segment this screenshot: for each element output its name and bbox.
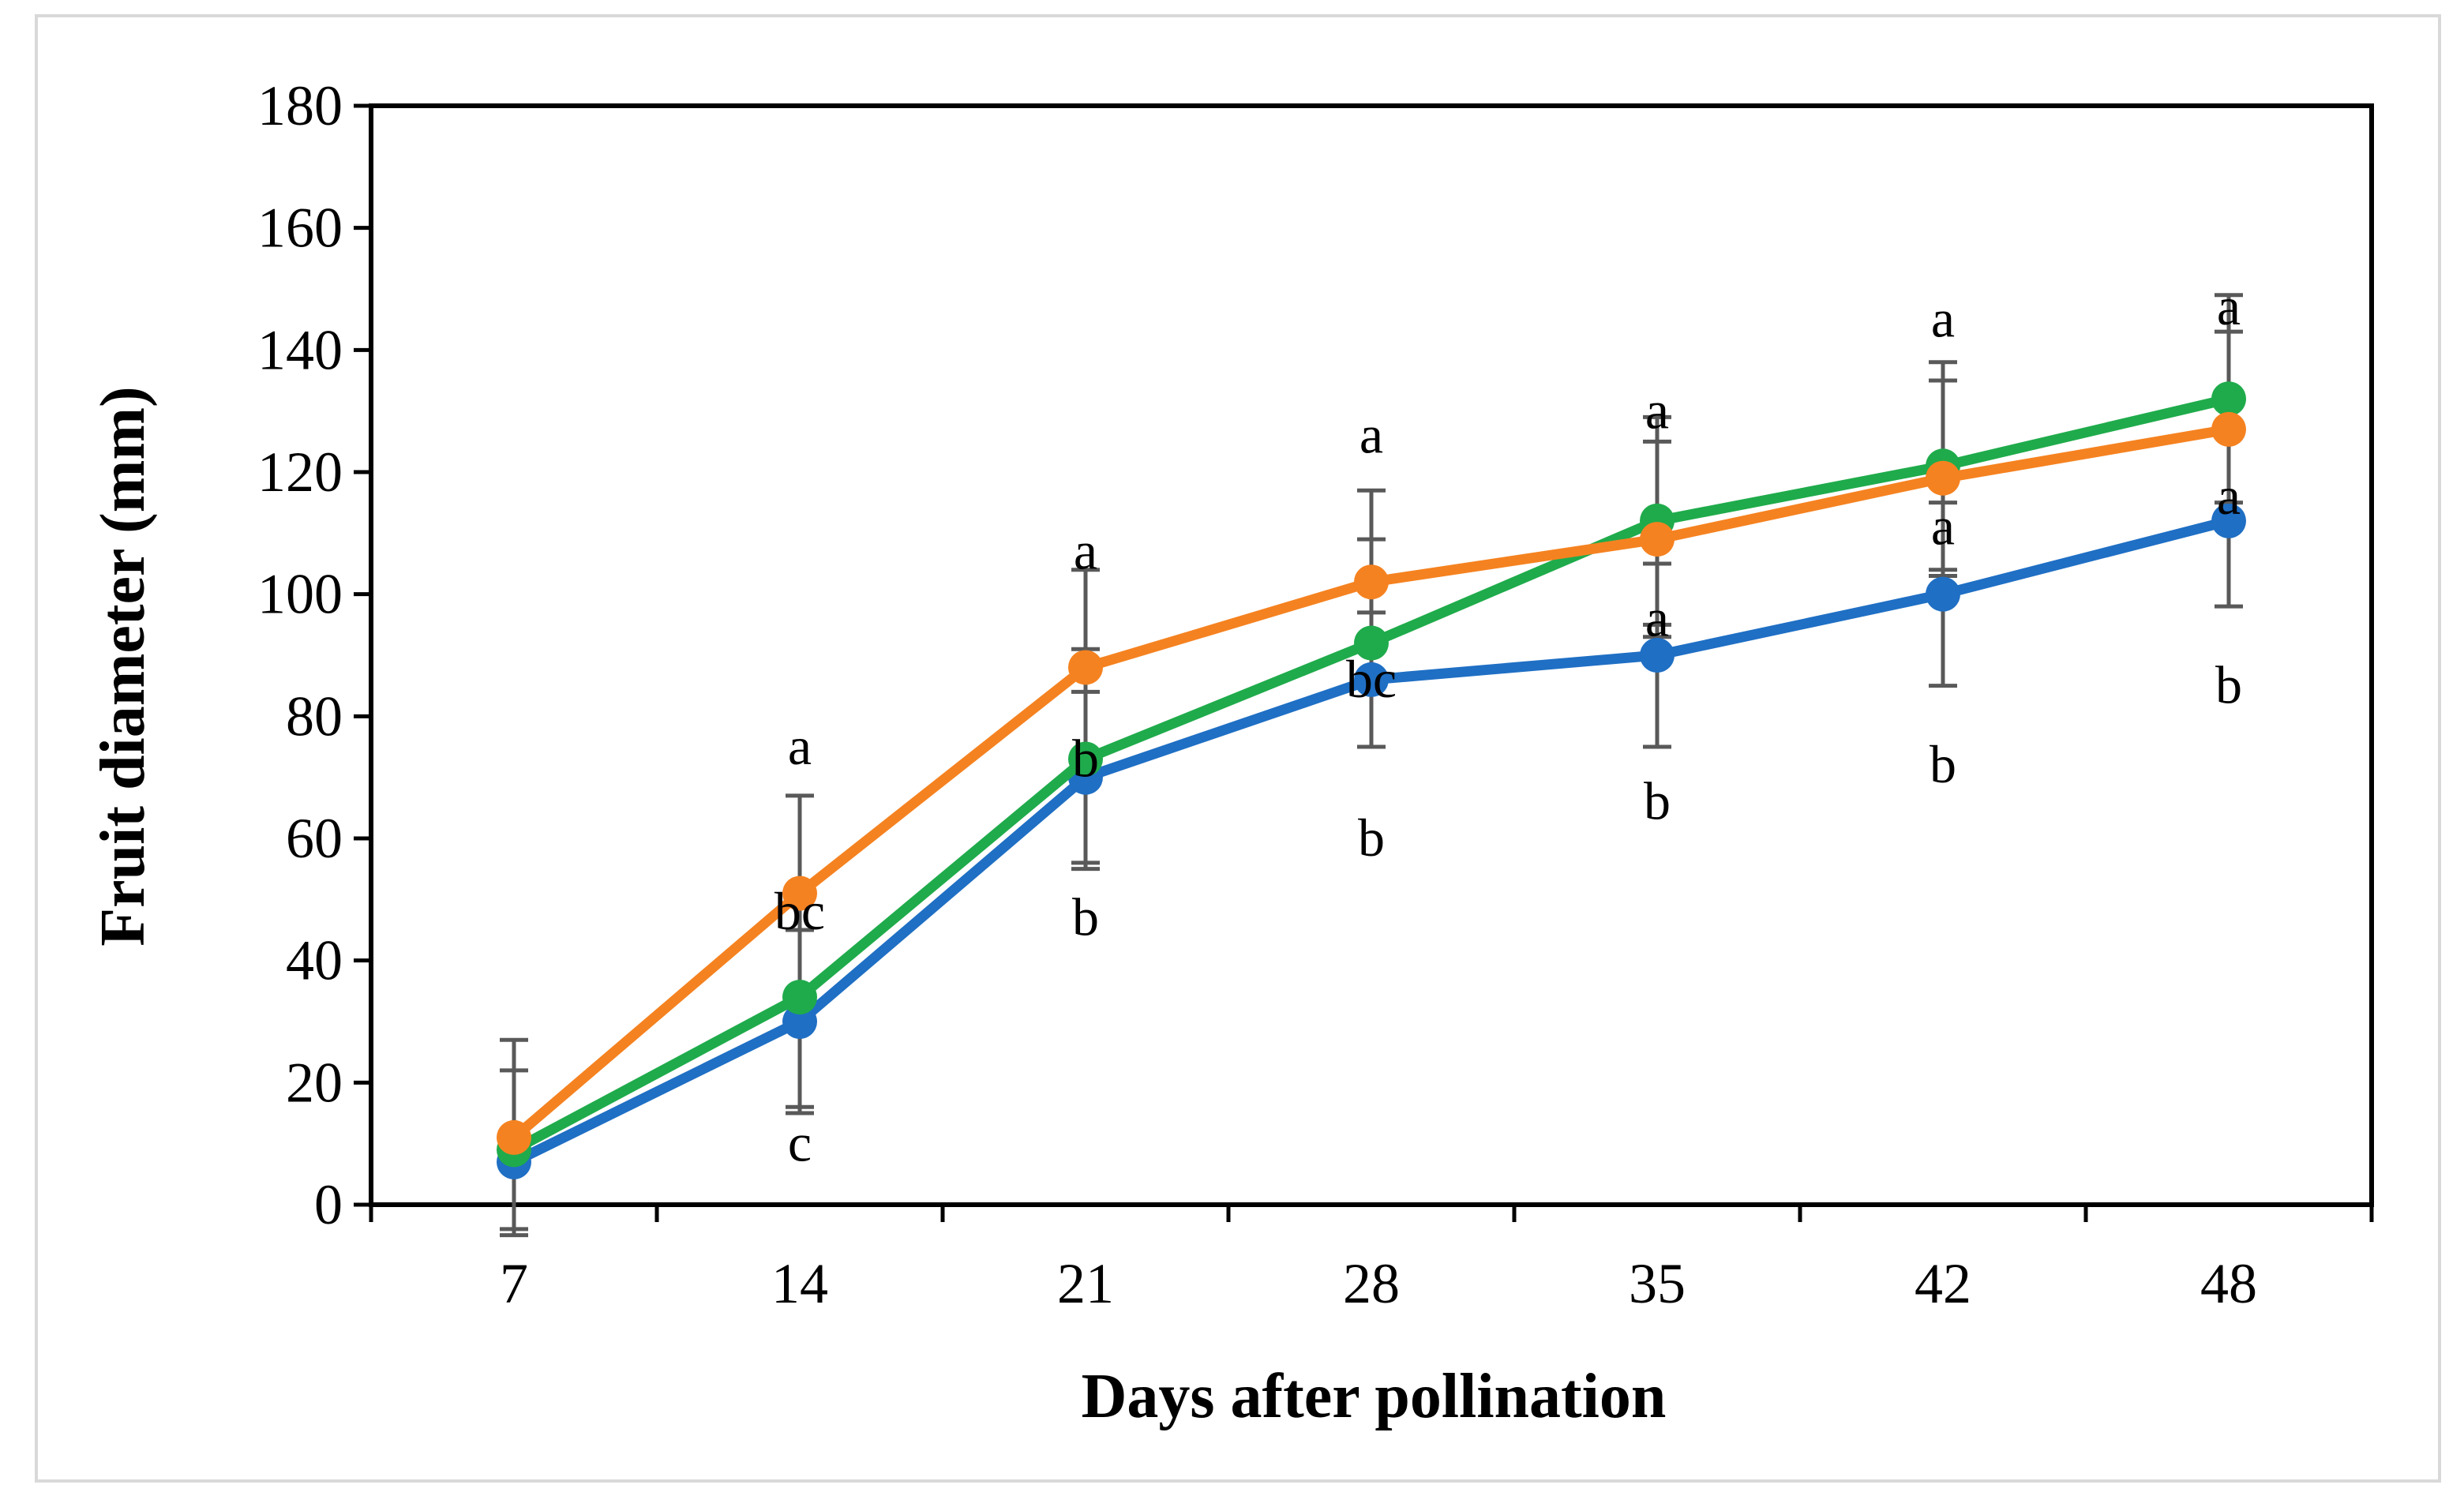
plot-area-border (369, 103, 2374, 1207)
significance-label: a (2217, 466, 2241, 526)
data-point-series-3 (497, 1119, 531, 1155)
y-tick-label: 180 (257, 74, 343, 137)
y-tick-label: 60 (286, 807, 343, 870)
significance-label: a (1645, 381, 1669, 441)
y-tick-label: 80 (286, 684, 343, 748)
data-point-series-1 (1640, 638, 1675, 673)
x-tick-label: 7 (500, 1252, 528, 1315)
x-tick-label: 48 (2200, 1252, 2257, 1315)
data-point-series-2 (2211, 381, 2246, 417)
y-tick-label: 40 (286, 929, 343, 992)
significance-label: a (788, 716, 812, 776)
x-tick-label: 21 (1057, 1252, 1114, 1315)
figure-frame (35, 14, 2441, 1483)
significance-label: b (1644, 771, 1671, 831)
data-point-series-1 (782, 1004, 817, 1039)
data-point-series-2 (782, 980, 817, 1015)
data-point-series-3 (1926, 460, 1960, 496)
significance-label: a (1074, 521, 1097, 581)
y-tick-label: 0 (314, 1173, 343, 1236)
data-point-series-2 (1354, 625, 1389, 661)
significance-label: b (1072, 887, 1099, 947)
y-tick-label: 140 (257, 318, 343, 381)
significance-label: c (788, 1113, 812, 1173)
data-point-series-3 (1354, 564, 1389, 600)
x-tick-label: 35 (1629, 1252, 1686, 1315)
data-point-series-1 (1926, 576, 1960, 612)
data-point-series-1 (1354, 662, 1389, 697)
y-tick-label: 160 (257, 197, 343, 260)
data-point-series-3 (782, 875, 817, 911)
significance-label: bc (1346, 649, 1397, 709)
y-tick-label: 20 (286, 1051, 343, 1114)
x-tick-label: 28 (1343, 1252, 1400, 1315)
data-point-series-3 (1640, 522, 1675, 557)
data-point-series-1 (2211, 503, 2246, 538)
significance-label: a (1360, 405, 1383, 465)
significance-label: a (1931, 289, 1955, 349)
data-point-series-3 (2211, 411, 2246, 447)
significance-label: b (1930, 734, 1956, 794)
data-point-series-2 (1068, 741, 1103, 777)
significance-label: b (1358, 808, 1385, 868)
x-tick-label: 14 (771, 1252, 828, 1315)
significance-label: a (2217, 276, 2241, 336)
data-point-series-3 (1068, 650, 1103, 685)
x-tick-label: 42 (1915, 1252, 1971, 1315)
y-axis-title: Fruit diameter (mm) (88, 386, 158, 946)
significance-label: b (2215, 655, 2242, 715)
y-tick-label: 100 (257, 563, 343, 626)
significance-label: a (1645, 588, 1669, 648)
significance-label: a (1931, 497, 1955, 557)
y-tick-label: 120 (257, 441, 343, 504)
x-axis-title: Days after pollination (1082, 1362, 1667, 1431)
significance-label: bc (774, 881, 825, 941)
significance-label: b (1072, 728, 1099, 788)
